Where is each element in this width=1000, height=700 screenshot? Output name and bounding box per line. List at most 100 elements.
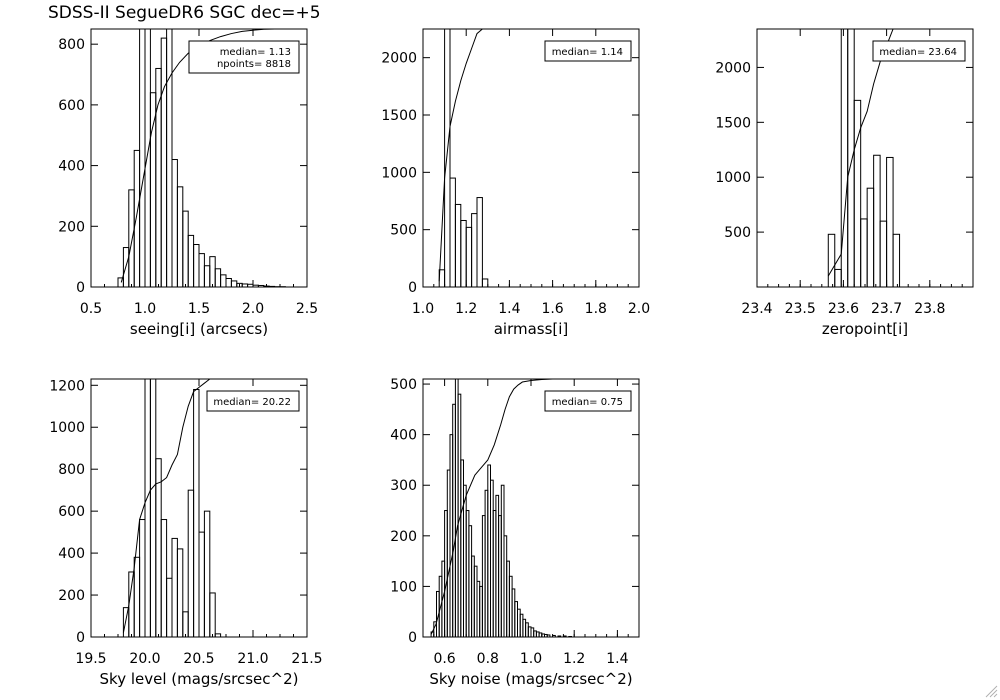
x-axis-label: Sky level (mags/srcsec^2) [100,670,299,688]
histogram-bar [203,265,211,287]
y-tick-label: 0 [76,280,85,296]
y-tick-label: 1000 [715,170,751,186]
cumulative-curve [122,379,211,633]
histogram-bar [209,592,216,637]
histogram-bar [454,203,462,287]
histogram-bar [209,256,216,287]
seeing-histogram [117,29,286,287]
histogram-bar [171,159,178,287]
x-tick-label: 2.5 [296,301,318,317]
x-tick-label: 1.4 [498,301,520,317]
histogram-bar [133,149,141,287]
y-tick-label: 2000 [381,51,417,67]
x-tick-label: 1.4 [606,651,628,667]
x-tick-label: 23.4 [741,301,772,317]
sky-noise-panel: 0.6 0.8 1.0 1.2 1.4 0 100 200 300 400 500 Sky noise… [390,377,640,688]
sky-level-panel: 19.5 20.0 20.5 21.0 21.5 0 200 400 600 800 1000 120… [49,378,322,688]
histogram-bar [230,280,238,287]
y-tick-label: 400 [58,159,85,175]
histogram-bar [476,197,483,287]
legend-entry: median= 1.14 [552,47,623,58]
histogram-bar [471,213,478,287]
histogram-bar [155,67,162,287]
histogram-bar [860,218,868,287]
histogram-bar [160,519,168,637]
y-tick-label: 1000 [49,420,85,436]
x-tick-label: 0.6 [433,651,455,667]
x-tick-label: 1.2 [563,651,585,667]
histogram-bar [203,510,211,637]
histogram-bar [460,219,467,287]
histogram-bar [866,187,875,287]
y-tick-label: 300 [390,478,417,494]
legend-entry: npoints= 8818 [217,59,291,70]
histogram-bar [133,556,141,637]
x-tick-label: 0.5 [80,301,102,317]
x-axis-label: seeing[i] (arcsecs) [130,320,268,338]
histogram-bar [220,274,227,287]
histogram-bar [128,189,135,287]
histogram-bar [892,233,901,287]
x-tick-label: 19.5 [75,651,106,667]
x-tick-label: 1.5 [188,301,210,317]
y-tick-label: 200 [58,219,85,235]
y-tick-label: 1200 [49,378,85,394]
resize-grip-icon[interactable] [984,684,998,698]
histogram-bar [182,210,189,287]
histogram-bar [139,519,146,637]
histogram-bar [155,458,162,637]
y-tick-label: 0 [408,630,417,646]
x-tick-label: 1.8 [585,301,607,317]
x-tick-label: 1.0 [520,651,542,667]
x-tick-label: 23.5 [785,301,816,317]
legend-entry: median= 1.13 [220,47,291,58]
x-tick-label: 1.0 [412,301,434,317]
x-tick-label: 0.8 [477,651,499,667]
x-tick-label: 23.6 [828,301,859,317]
histogram-bar [193,388,200,637]
zeropoint-histogram [827,29,901,287]
histogram-bar [149,92,157,287]
histogram-bar [182,611,189,637]
legend: median= 20.22 [206,390,300,412]
y-tick-label: 600 [58,98,85,114]
legend-entry: median= 0.75 [552,397,623,408]
x-tick-label: 23.8 [914,301,945,317]
x-tick-label: 23.7 [871,301,902,317]
plot-frame [756,28,974,288]
x-axis-label: Sky noise (mags/srcsec^2) [429,670,632,688]
histogram-bar [149,379,157,637]
histogram-bar [144,29,151,287]
y-tick-label: 600 [58,504,85,520]
figure-title: SDSS-II SegueDR6 SGC dec=+5 [48,3,321,23]
histogram-bar [198,531,205,637]
y-tick-label: 200 [390,529,417,545]
histogram-bar [187,489,195,637]
legend: median= 23.64 [872,40,966,62]
histogram-bar [225,278,232,287]
y-tick-label: 800 [58,37,85,53]
histogram-bar [444,29,451,287]
histogram-bar [198,253,205,287]
histogram-bar [449,177,456,287]
x-tick-label: 1.6 [541,301,563,317]
y-tick-label: 2000 [715,60,751,76]
histogram-bar [160,37,168,287]
zeropoint-panel: 23.4 23.5 23.6 23.7 23.8 500 1000 1500 2000 zerop… [715,28,974,338]
y-tick-label: 500 [390,223,417,239]
y-tick-label: 800 [58,462,85,478]
histogram-bar [176,186,184,287]
x-axis-label: zeropoint[i] [822,320,908,338]
x-tick-label: 1.2 [455,301,477,317]
y-tick-label: 0 [76,630,85,646]
y-tick-label: 200 [58,588,85,604]
histogram-bar [144,379,151,637]
x-tick-label: 21.0 [237,651,268,667]
y-tick-label: 400 [390,428,417,444]
x-axis-label: airmass[i] [494,320,569,338]
legend: median= 1.14 [544,40,632,62]
y-tick-label: 500 [724,225,751,241]
y-tick-label: 400 [58,546,85,562]
y-tick-label: 100 [390,579,417,595]
